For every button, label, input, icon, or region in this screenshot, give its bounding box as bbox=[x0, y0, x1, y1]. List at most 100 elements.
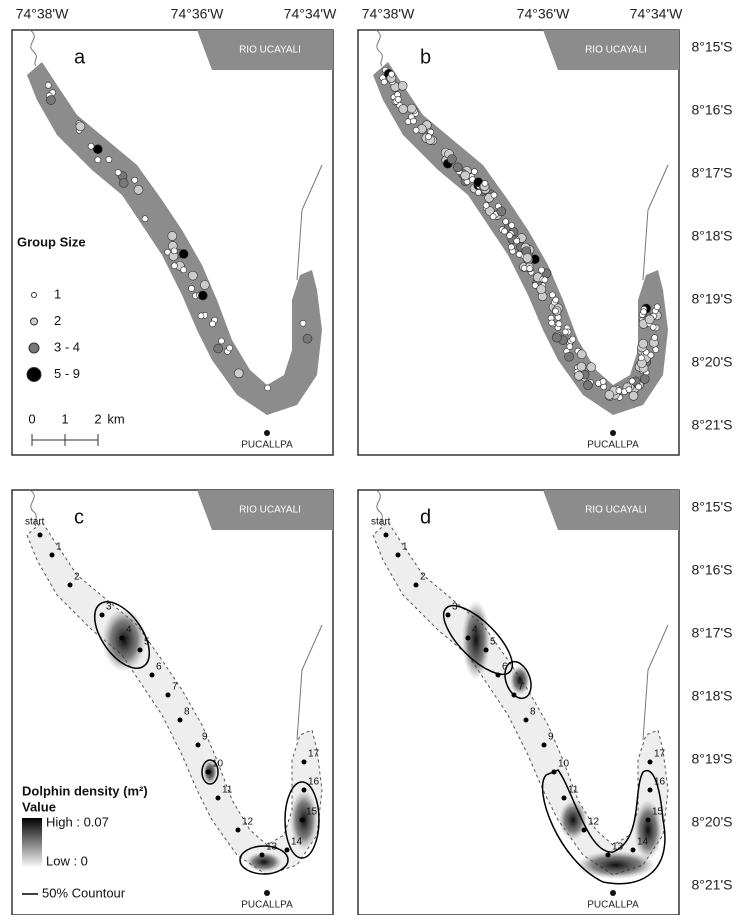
color-ramp bbox=[22, 818, 42, 868]
panel-letter: b bbox=[420, 46, 431, 68]
sighting bbox=[167, 231, 178, 241]
sighting bbox=[171, 262, 178, 270]
station-marker bbox=[149, 672, 155, 678]
station-marker bbox=[49, 552, 55, 558]
station-marker bbox=[605, 852, 611, 858]
latitude-label: 8°15'S bbox=[692, 39, 733, 55]
station-label: 7 bbox=[518, 682, 524, 693]
station-label: 14 bbox=[291, 837, 303, 848]
scale-label: 1 bbox=[61, 411, 68, 426]
sighting bbox=[141, 215, 149, 223]
station-label: 14 bbox=[637, 837, 649, 848]
map-panel: RIO UCAYALIPUCALLPAdstart123456789101112… bbox=[357, 489, 680, 916]
city-marker bbox=[610, 430, 616, 436]
panel-letter: d bbox=[420, 506, 431, 528]
sighting bbox=[555, 320, 563, 328]
contour-50 bbox=[93, 601, 151, 669]
density-hotspot bbox=[510, 665, 530, 695]
station-label: 12 bbox=[588, 817, 600, 828]
station-label: 12 bbox=[242, 817, 254, 828]
scale-label: 2 bbox=[94, 411, 101, 426]
legend-label: 3 - 4 bbox=[54, 339, 80, 354]
river-area bbox=[543, 490, 679, 530]
sighting bbox=[647, 351, 655, 359]
latitude-label: 8°21'S bbox=[692, 877, 733, 893]
station-label: 17 bbox=[654, 749, 666, 760]
sighting bbox=[199, 280, 210, 290]
river-label: RIO UCAYALI bbox=[239, 45, 301, 56]
latitude-label: 8°20'S bbox=[692, 814, 733, 830]
sighting bbox=[496, 206, 507, 217]
sighting bbox=[133, 185, 144, 195]
sighting bbox=[639, 374, 650, 384]
legend-symbol bbox=[26, 367, 42, 382]
contour-50 bbox=[284, 781, 320, 859]
station-label: 4 bbox=[472, 625, 478, 636]
station-label: 6 bbox=[502, 662, 508, 673]
map-panel: RIO UCAYALIPUCALLPAcstart123456789101112… bbox=[11, 489, 334, 916]
station-marker bbox=[551, 769, 557, 775]
station-marker bbox=[511, 692, 517, 698]
city-marker bbox=[264, 890, 270, 896]
station-marker bbox=[177, 717, 183, 723]
sighting bbox=[562, 328, 569, 336]
latitude-label: 8°15'S bbox=[692, 499, 733, 515]
river-label: RIO UCAYALI bbox=[585, 45, 647, 56]
sighting bbox=[586, 362, 597, 373]
latitude-label: 8°18'S bbox=[692, 688, 733, 704]
sighting bbox=[638, 338, 649, 349]
legend-label: High : 0.07 bbox=[46, 814, 109, 829]
sighting bbox=[118, 178, 129, 188]
sighting bbox=[460, 170, 471, 181]
scale-label: km bbox=[107, 411, 124, 426]
sighting bbox=[490, 191, 498, 199]
sighting bbox=[566, 343, 574, 350]
sighting bbox=[531, 282, 539, 289]
sighting bbox=[475, 189, 482, 196]
sighting bbox=[625, 386, 633, 393]
sighting bbox=[506, 232, 513, 239]
legend-label: 2 bbox=[54, 313, 61, 328]
latitude-label: 8°16'S bbox=[692, 102, 733, 118]
sighting bbox=[513, 237, 521, 245]
legend-label: 50% Countour bbox=[42, 885, 126, 900]
sighting bbox=[522, 253, 533, 263]
sighting bbox=[180, 266, 187, 274]
sighting bbox=[640, 308, 648, 316]
sighting bbox=[604, 390, 615, 400]
latitude-label: 8°19'S bbox=[692, 291, 733, 307]
sighting bbox=[131, 176, 138, 184]
sighting bbox=[406, 103, 417, 114]
road bbox=[642, 624, 669, 741]
city-marker bbox=[264, 430, 270, 436]
sighting bbox=[453, 162, 463, 173]
station-marker bbox=[299, 817, 305, 823]
station-label: 8 bbox=[530, 707, 536, 718]
scale-bar bbox=[31, 434, 99, 446]
sighting bbox=[564, 351, 574, 362]
stream bbox=[375, 489, 383, 527]
longitude-label: 74°38'W bbox=[362, 6, 415, 22]
station-marker bbox=[301, 787, 307, 793]
sighting bbox=[188, 285, 195, 292]
sighting bbox=[628, 391, 639, 401]
station-marker bbox=[561, 795, 567, 801]
sighting bbox=[410, 117, 417, 125]
station-label: 1 bbox=[56, 542, 62, 553]
sighting bbox=[381, 78, 388, 86]
station-label: 2 bbox=[420, 572, 426, 583]
road bbox=[642, 164, 669, 281]
sighting bbox=[114, 169, 122, 176]
station-label: 1 bbox=[402, 542, 408, 553]
sighting bbox=[388, 70, 395, 78]
station-label: 8 bbox=[184, 707, 190, 718]
sighting bbox=[548, 319, 556, 327]
station-marker bbox=[581, 827, 587, 833]
latitude-label: 8°21'S bbox=[692, 417, 733, 433]
station-label: 16 bbox=[308, 777, 320, 788]
latitude-label: 8°16'S bbox=[692, 562, 733, 578]
legend-title: Dolphin density (m²) bbox=[22, 783, 148, 798]
station-marker bbox=[395, 552, 401, 558]
sighting bbox=[520, 264, 528, 272]
map-panel: RIO UCAYALI PUCALLPA b bbox=[357, 29, 680, 456]
